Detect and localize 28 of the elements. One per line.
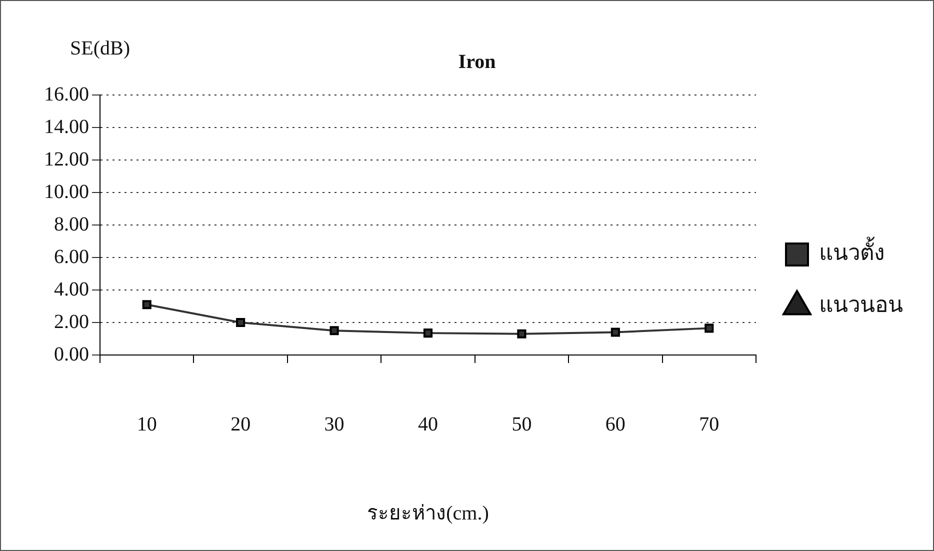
y-tick-label: 14.00 — [44, 116, 89, 138]
y-tick-label: 16.00 — [44, 83, 89, 106]
y-tick-label: 12.00 — [44, 148, 89, 170]
x-tick-label: 20 — [230, 413, 251, 436]
chart-title: Iron — [458, 51, 496, 74]
y-tick-label: 2.00 — [54, 310, 89, 333]
x-tick-label: 50 — [512, 413, 532, 436]
x-tick-label: 30 — [324, 413, 344, 436]
y-tick-label: 4.00 — [54, 278, 89, 300]
point — [330, 326, 339, 336]
y-tick-label: 6.00 — [54, 246, 89, 268]
legend-label: แนวตั้ง — [819, 237, 885, 266]
y-tick-label: 10.00 — [44, 180, 89, 203]
x-axis-title: ระยะห่าง(cm.) — [367, 502, 489, 524]
point — [236, 318, 246, 328]
x-tick-label: 40 — [418, 413, 438, 436]
point — [610, 328, 620, 337]
y-tick-label: 0.00 — [54, 343, 89, 366]
x-tick-label: 10 — [136, 413, 157, 436]
y-axis-title: SE(dB) — [70, 37, 130, 60]
x-tick-label: 60 — [605, 413, 626, 436]
legend-label: แนวนอน — [819, 293, 903, 318]
point — [704, 324, 714, 333]
point — [142, 300, 152, 310]
x-tick-label: 70 — [699, 413, 720, 436]
point — [423, 328, 433, 338]
point — [517, 329, 526, 338]
y-tick-label: 8.00 — [54, 213, 89, 236]
